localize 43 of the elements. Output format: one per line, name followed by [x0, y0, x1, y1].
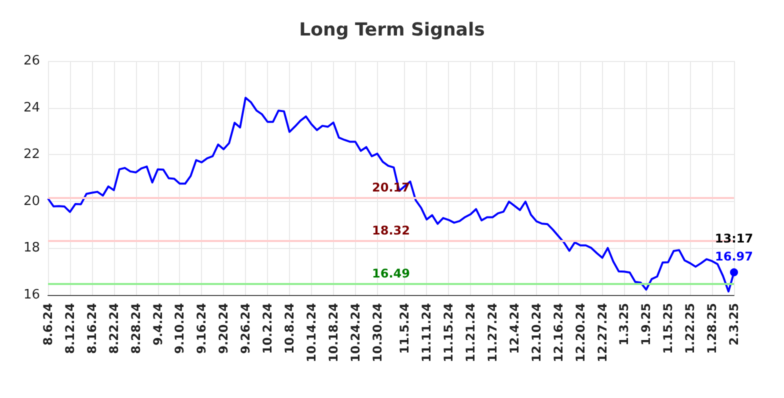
- x-tick-label: 8.22.24: [106, 303, 121, 354]
- x-tick-label: 1.3.25: [617, 303, 632, 346]
- x-tick-label: 2.3.25: [727, 303, 741, 346]
- x-tick-label: 12.16.24: [551, 303, 566, 362]
- x-tick-label: 10.14.24: [304, 303, 318, 362]
- x-tick-label: 10.24.24: [348, 303, 362, 362]
- x-tick-label: 9.4.24: [150, 303, 165, 346]
- annotation: 13:17: [714, 231, 754, 246]
- x-tick-label: 12.10.24: [529, 303, 544, 362]
- x-tick-label: 12.4.24: [507, 303, 522, 354]
- x-tick-label: 10.30.24: [370, 303, 384, 362]
- x-tick-label: 9.20.24: [216, 303, 231, 354]
- x-tick-label: 1.15.25: [661, 303, 676, 354]
- x-tick-label: 9.10.24: [172, 303, 187, 354]
- x-tick-label: 1.9.25: [639, 303, 654, 346]
- x-tick-label: 11.15.24: [442, 303, 456, 362]
- y-tick-label: 18: [23, 240, 40, 256]
- y-tick-label: 22: [23, 147, 40, 162]
- data-label: 16.97: [715, 249, 753, 264]
- x-tick-label: 9.26.24: [238, 303, 253, 354]
- x-tick-label: 10.18.24: [326, 303, 340, 362]
- x-tick-label: 10.8.24: [282, 303, 296, 354]
- y-tick-label: 26: [23, 54, 40, 68]
- x-tick-label: 12.20.24: [573, 303, 588, 362]
- x-tick-label: 8.16.24: [84, 303, 99, 354]
- y-tick-label: 24: [23, 100, 40, 116]
- x-tick-label: 11.27.24: [486, 303, 500, 362]
- x-tick-label: 9.16.24: [194, 303, 209, 354]
- x-tick-label: 1.22.25: [683, 303, 698, 354]
- x-tick-label: 8.6.24: [41, 303, 55, 346]
- ref-line-label: 18.32: [372, 224, 410, 238]
- x-tick-label: 1.28.25: [705, 303, 720, 354]
- y-tick-label: 20: [23, 194, 40, 209]
- x-tick-label: 8.28.24: [128, 303, 143, 354]
- x-tick-label: 8.12.24: [62, 303, 77, 354]
- ref-line-label: 16.49: [372, 266, 410, 281]
- x-tick-label: 10.2.24: [260, 303, 275, 354]
- x-tick-label: 12.27.24: [595, 303, 610, 362]
- x-tick-label: 11.5.24: [398, 303, 412, 354]
- y-tick-label: 16: [23, 288, 40, 302]
- x-tick-label: 11.11.24: [420, 303, 434, 362]
- chart-title: Long Term Signals: [299, 20, 485, 40]
- x-tick-label: 11.21.24: [464, 303, 478, 362]
